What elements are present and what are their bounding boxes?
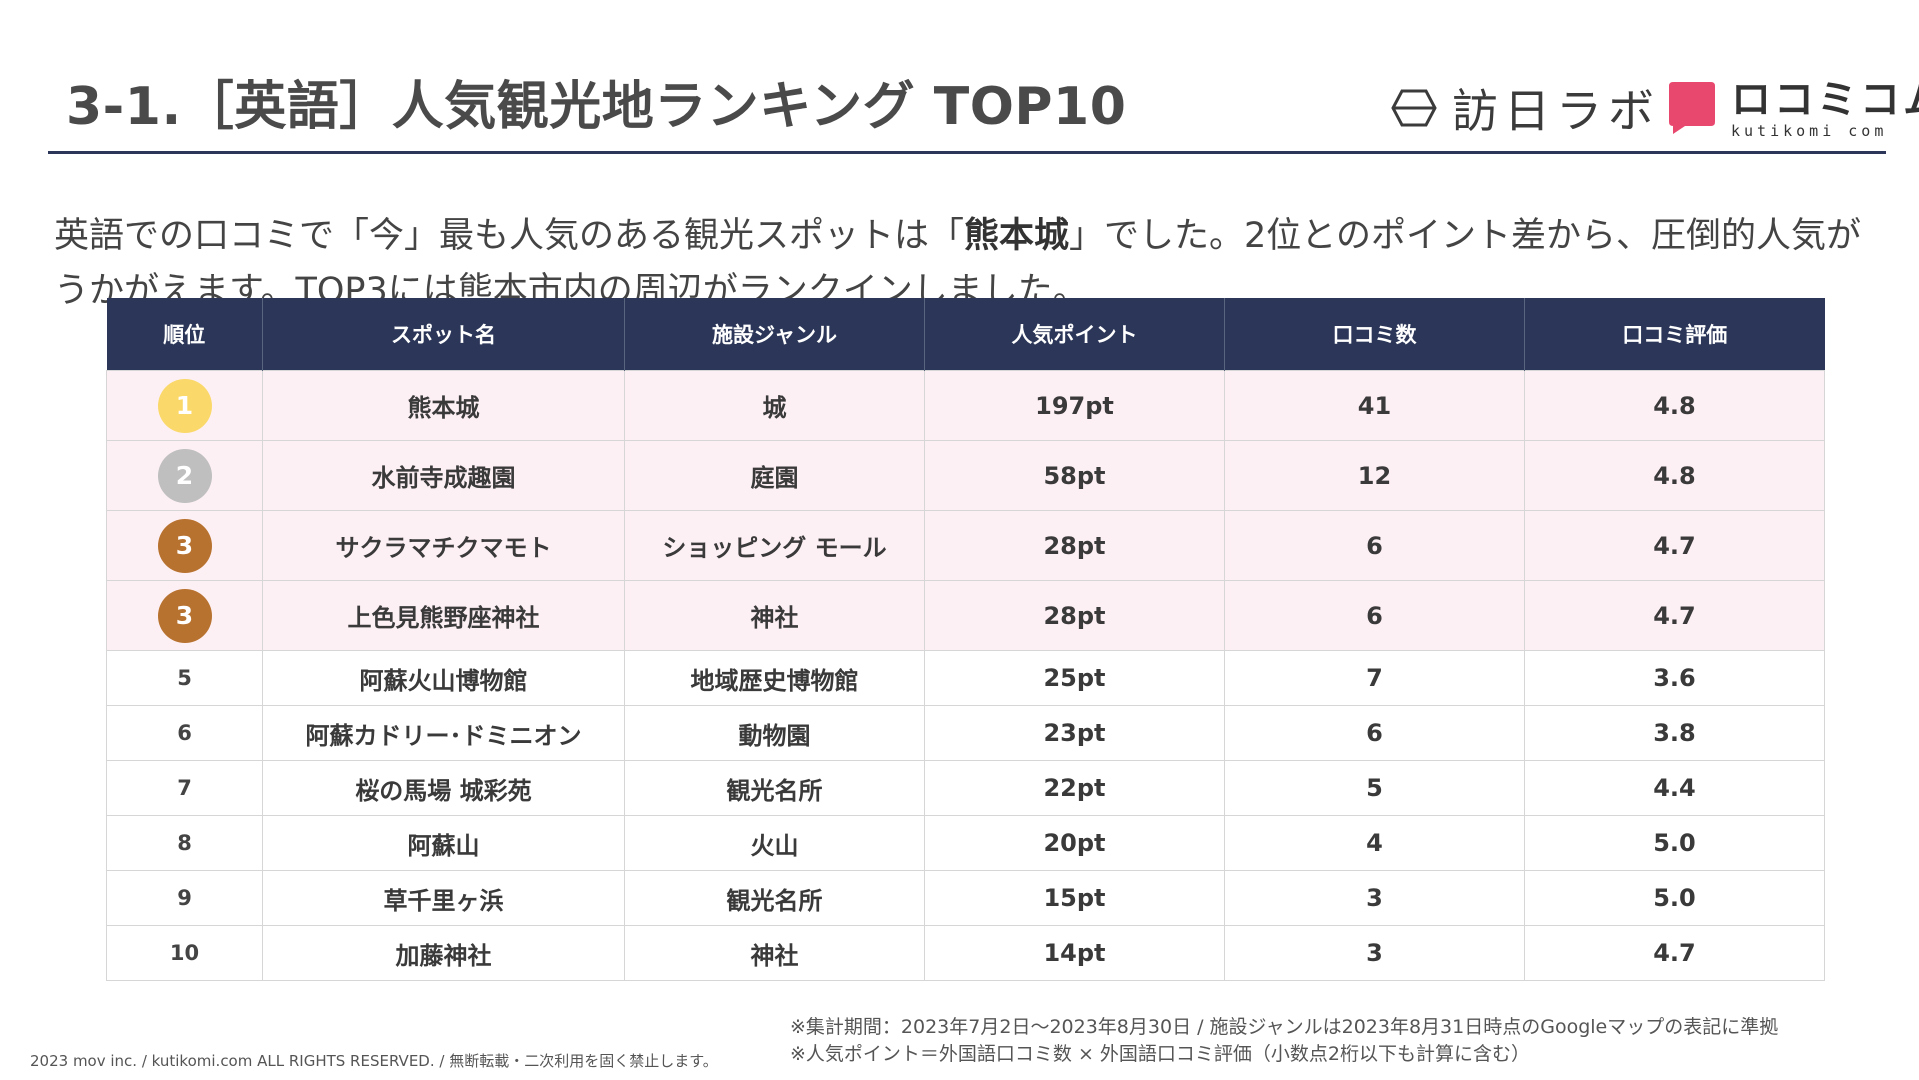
genre-cell: 地域歴史博物館 <box>624 650 925 706</box>
silver-medal-icon: 2 <box>157 448 212 503</box>
rank-cell: 5 <box>106 650 263 706</box>
rank-cell: 6 <box>106 705 263 761</box>
header-reviews: 口コミ数 <box>1224 298 1525 371</box>
kutikomi-logo: ロコミコム kutikomi com <box>1667 80 1919 139</box>
points-cell: 25pt <box>924 650 1225 706</box>
ranking-table: 順位 スポット名 施設ジャンル 人気ポイント 口コミ数 口コミ評価 1 熊本城 … <box>106 298 1825 981</box>
points-cell: 197pt <box>924 370 1225 441</box>
rating-cell: 4.8 <box>1524 370 1825 441</box>
points-cell: 20pt <box>924 815 1225 871</box>
spot-cell: 熊本城 <box>262 370 625 441</box>
rating-cell: 5.0 <box>1524 815 1825 871</box>
table-row: 9 草千里ヶ浜 観光名所 15pt 3 5.0 <box>106 870 1825 926</box>
header-rank: 順位 <box>106 298 263 371</box>
genre-cell: ショッピング モール <box>624 510 925 581</box>
reviews-cell: 12 <box>1224 440 1525 511</box>
points-cell: 28pt <box>924 510 1225 581</box>
points-cell: 15pt <box>924 870 1225 926</box>
header-divider <box>48 151 1886 154</box>
reviews-cell: 4 <box>1224 815 1525 871</box>
rank-cell: 3 <box>106 510 263 581</box>
kutikomi-logo-text: ロコミコム <box>1731 77 1919 123</box>
rank-cell: 2 <box>106 440 263 511</box>
genre-cell: 火山 <box>624 815 925 871</box>
rank-cell: 9 <box>106 870 263 926</box>
houjin-lab-logo-icon <box>1391 89 1437 127</box>
genre-cell: 神社 <box>624 580 925 651</box>
page-title: 3-1.［英語］人気観光地ランキング TOP10 <box>66 77 1127 137</box>
table-row: 3 サクラマチクマモト ショッピング モール 28pt 6 4.7 <box>106 510 1825 581</box>
table-row: 2 水前寺成趣園 庭園 58pt 12 4.8 <box>106 440 1825 511</box>
rank-cell: 3 <box>106 580 263 651</box>
houjin-lab-logo-text: 訪日ラボ <box>1452 84 1660 138</box>
houjin-lab-logo: 訪日ラボ <box>1390 80 1660 138</box>
points-cell: 22pt <box>924 760 1225 816</box>
rating-cell: 4.4 <box>1524 760 1825 816</box>
rating-cell: 4.7 <box>1524 510 1825 581</box>
rating-cell: 3.8 <box>1524 705 1825 761</box>
table-row: 1 熊本城 城 197pt 41 4.8 <box>106 370 1825 441</box>
rank-cell: 10 <box>106 925 263 981</box>
note-formula: ※人気ポイント＝外国語口コミ数 × 外国語口コミ評価（小数点2桁以下も計算に含む… <box>790 1043 1531 1065</box>
points-cell: 14pt <box>924 925 1225 981</box>
spot-cell: 加藤神社 <box>262 925 625 981</box>
reviews-cell: 41 <box>1224 370 1525 441</box>
table-row: 3 上色見熊野座神社 神社 28pt 6 4.7 <box>106 580 1825 651</box>
reviews-cell: 6 <box>1224 580 1525 651</box>
gold-medal-icon: 1 <box>157 378 212 433</box>
header-rating: 口コミ評価 <box>1524 298 1825 371</box>
reviews-cell: 3 <box>1224 925 1525 981</box>
table-row: 10 加藤神社 神社 14pt 3 4.7 <box>106 925 1825 981</box>
header-spot: スポット名 <box>262 298 625 371</box>
bronze-medal-icon: 3 <box>157 518 212 573</box>
kutikomi-logo-icon <box>1669 82 1715 134</box>
rating-cell: 4.7 <box>1524 925 1825 981</box>
table-row: 6 阿蘇カドリー･ドミニオン 動物園 23pt 6 3.8 <box>106 705 1825 761</box>
bronze-medal-icon: 3 <box>157 588 212 643</box>
table-row: 7 桜の馬場 城彩苑 観光名所 22pt 5 4.4 <box>106 760 1825 816</box>
genre-cell: 城 <box>624 370 925 441</box>
rating-cell: 3.6 <box>1524 650 1825 706</box>
kutikomi-logo-subtext: kutikomi com <box>1731 122 1888 140</box>
table-row: 8 阿蘇山 火山 20pt 4 5.0 <box>106 815 1825 871</box>
spot-cell: 阿蘇火山博物館 <box>262 650 625 706</box>
spot-cell: 水前寺成趣園 <box>262 440 625 511</box>
spot-cell: サクラマチクマモト <box>262 510 625 581</box>
spot-cell: 阿蘇山 <box>262 815 625 871</box>
header-points: 人気ポイント <box>924 298 1225 371</box>
genre-cell: 観光名所 <box>624 870 925 926</box>
points-cell: 23pt <box>924 705 1225 761</box>
rank-cell: 1 <box>106 370 263 441</box>
rank-cell: 7 <box>106 760 263 816</box>
rating-cell: 4.8 <box>1524 440 1825 511</box>
points-cell: 28pt <box>924 580 1225 651</box>
reviews-cell: 3 <box>1224 870 1525 926</box>
genre-cell: 観光名所 <box>624 760 925 816</box>
header-genre: 施設ジャンル <box>624 298 925 371</box>
rank-cell: 8 <box>106 815 263 871</box>
genre-cell: 動物園 <box>624 705 925 761</box>
genre-cell: 神社 <box>624 925 925 981</box>
table-row: 5 阿蘇火山博物館 地域歴史博物館 25pt 7 3.6 <box>106 650 1825 706</box>
table-header-row: 順位 スポット名 施設ジャンル 人気ポイント 口コミ数 口コミ評価 <box>106 298 1825 371</box>
copyright: 2023 mov inc. / kutikomi.com ALL RIGHTS … <box>30 1052 718 1070</box>
spot-cell: 桜の馬場 城彩苑 <box>262 760 625 816</box>
spot-cell: 阿蘇カドリー･ドミニオン <box>262 705 625 761</box>
reviews-cell: 5 <box>1224 760 1525 816</box>
reviews-cell: 6 <box>1224 705 1525 761</box>
spot-cell: 上色見熊野座神社 <box>262 580 625 651</box>
rating-cell: 5.0 <box>1524 870 1825 926</box>
intro-highlight: 熊本城 <box>964 216 1070 256</box>
genre-cell: 庭園 <box>624 440 925 511</box>
intro-text-1: 英語での口コミで「今」最も人気のある観光スポットは「 <box>54 216 965 256</box>
reviews-cell: 6 <box>1224 510 1525 581</box>
rating-cell: 4.7 <box>1524 580 1825 651</box>
points-cell: 58pt <box>924 440 1225 511</box>
note-period: ※集計期間：2023年7月2日～2023年8月30日 / 施設ジャンルは2023… <box>790 1016 1779 1038</box>
spot-cell: 草千里ヶ浜 <box>262 870 625 926</box>
reviews-cell: 7 <box>1224 650 1525 706</box>
